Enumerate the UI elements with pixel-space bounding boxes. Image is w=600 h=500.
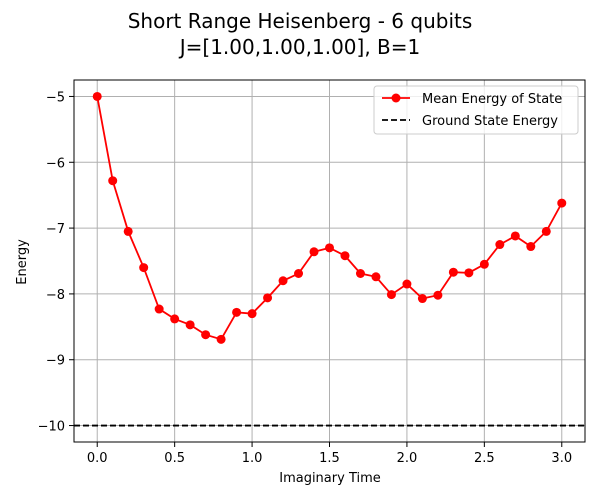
chart-title: Short Range Heisenberg - 6 qubits xyxy=(128,9,473,33)
mean-energy-point xyxy=(154,304,164,314)
x-tick-label: 0.0 xyxy=(87,451,108,466)
mean-energy-point xyxy=(309,247,319,257)
mean-energy-point xyxy=(417,294,427,304)
mean-energy-point xyxy=(433,290,443,300)
mean-energy-point xyxy=(526,242,536,252)
mean-energy-point xyxy=(185,320,195,330)
legend-marker-mean-energy xyxy=(391,93,401,103)
x-tick-label: 2.5 xyxy=(474,451,495,466)
mean-energy-point xyxy=(541,226,551,236)
mean-energy-point xyxy=(386,290,396,300)
mean-energy-point xyxy=(139,263,149,273)
y-tick-label: −7 xyxy=(46,222,65,237)
y-tick-label: −6 xyxy=(46,156,65,171)
chart-subtitle: J=[1.00,1.00,1.00], B=1 xyxy=(178,35,421,59)
mean-energy-point xyxy=(448,267,458,277)
mean-energy-point xyxy=(464,268,474,278)
mean-energy-point xyxy=(232,307,242,317)
mean-energy-point xyxy=(510,231,520,241)
x-tick-label: 1.5 xyxy=(319,451,340,466)
mean-energy-point xyxy=(263,293,273,303)
mean-energy-point xyxy=(355,269,365,279)
mean-energy-point xyxy=(247,309,257,319)
y-tick-label: −9 xyxy=(46,354,65,369)
mean-energy-point xyxy=(294,269,304,279)
mean-energy-point xyxy=(402,279,412,289)
y-axis-label: Energy xyxy=(15,239,30,285)
y-tick-label: −5 xyxy=(46,90,65,105)
mean-energy-point xyxy=(201,330,211,340)
x-tick-label: 0.5 xyxy=(164,451,185,466)
mean-energy-point xyxy=(340,251,350,261)
mean-energy-point xyxy=(170,314,180,324)
x-tick-label: 3.0 xyxy=(551,451,572,466)
y-tick-label: −8 xyxy=(46,288,65,303)
mean-energy-point xyxy=(123,226,133,236)
mean-energy-point xyxy=(325,243,334,253)
mean-energy-point xyxy=(371,272,381,282)
axes-ticks: 0.0 0.5 1.0 1.5 2.0 2.5 3.0 −5 −6 −7 −8 −9 −10 xyxy=(38,90,573,466)
mean-energy-point xyxy=(216,334,226,344)
legend: Mean Energy of State Ground State Energy xyxy=(373,85,579,135)
x-tick-label: 1.0 xyxy=(242,451,263,466)
legend-label-mean-energy: Mean Energy of State xyxy=(422,92,562,107)
mean-energy-point xyxy=(557,198,567,208)
mean-energy-point xyxy=(278,276,288,286)
y-tick-label: −10 xyxy=(38,420,65,435)
mean-energy-point xyxy=(108,176,118,186)
x-axis-label: Imaginary Time xyxy=(279,471,381,486)
mean-energy-point xyxy=(495,240,505,250)
legend-label-ground-state: Ground State Energy xyxy=(422,114,558,129)
mean-energy-point xyxy=(92,91,102,101)
plot-area xyxy=(74,91,585,427)
legend-box xyxy=(373,85,579,135)
mean-energy-point xyxy=(479,259,489,269)
x-tick-label: 2.0 xyxy=(397,451,418,466)
